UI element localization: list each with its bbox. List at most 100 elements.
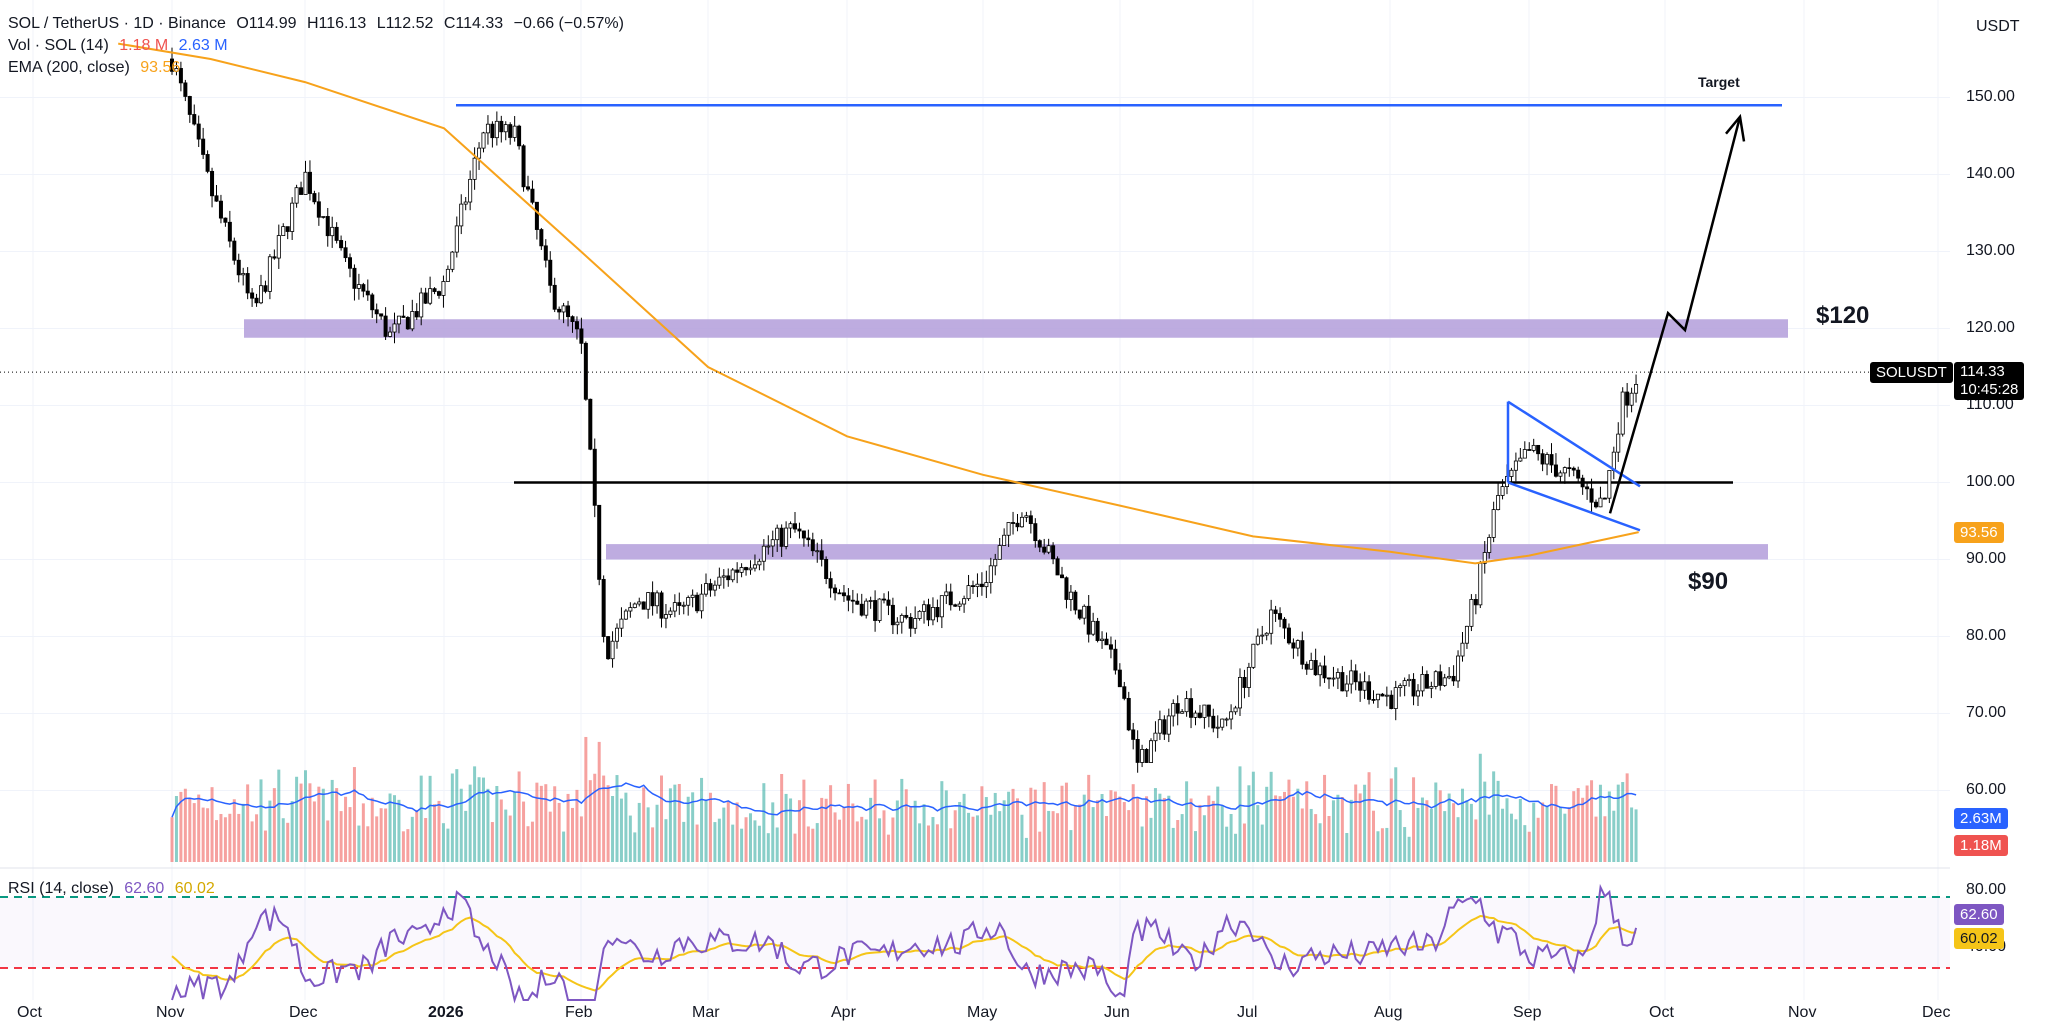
candle-body — [944, 591, 949, 597]
volume-bar — [806, 826, 810, 862]
time-label: Apr — [831, 1004, 856, 1021]
candle-body — [1073, 591, 1078, 611]
candle-body — [1491, 509, 1496, 538]
candle-body — [303, 171, 308, 195]
candle-body — [908, 616, 913, 629]
candle-body — [1416, 690, 1421, 697]
volume-bar — [1616, 784, 1620, 862]
volume-bar — [1550, 784, 1553, 862]
candle-body — [726, 575, 731, 581]
volume-bar — [268, 800, 272, 862]
candle-body — [481, 132, 486, 149]
volume-bar — [940, 781, 944, 862]
projection-arrow — [1608, 116, 1742, 514]
candle-body — [1482, 552, 1487, 564]
volume-bar — [1625, 773, 1629, 862]
volume-bar — [815, 823, 819, 862]
last-price-tag: 114.33 10:45:28 — [1954, 362, 2025, 400]
candle-body — [930, 607, 935, 621]
candle-body — [1318, 665, 1323, 676]
candle-body — [1224, 718, 1229, 721]
volume-bar — [1327, 816, 1331, 862]
volume-bar — [361, 803, 365, 862]
candle-body — [1108, 644, 1113, 650]
volume-bar — [1220, 804, 1224, 862]
volume-bar — [1300, 808, 1304, 862]
support-zone-90 — [606, 544, 1768, 560]
volume-bar — [1002, 800, 1006, 862]
time-label: Mar — [692, 1004, 720, 1021]
time-label: Feb — [565, 1004, 593, 1021]
candle-body — [428, 288, 433, 304]
candle-body — [1135, 739, 1140, 763]
candle-body — [588, 398, 593, 450]
candle-body — [1424, 673, 1429, 689]
projection-arrowhead — [1725, 113, 1746, 142]
volume-bar — [1269, 771, 1273, 862]
candle-body — [637, 601, 642, 605]
volume-bar — [1087, 774, 1091, 862]
volume-bar — [904, 789, 908, 862]
volume-bar — [1136, 797, 1140, 862]
price-tick: 140.00 — [1966, 164, 2015, 182]
volume-bar — [731, 824, 735, 862]
candle-body — [1478, 562, 1483, 606]
candle-body — [352, 267, 357, 289]
candle-body — [312, 193, 317, 203]
candle-body — [1380, 693, 1385, 697]
volume-bar — [1558, 807, 1562, 862]
volume-bar — [1443, 811, 1447, 862]
volume-bar — [237, 813, 241, 862]
volume-bar — [1158, 793, 1162, 862]
volume-bar — [571, 807, 574, 862]
candle-body — [1625, 391, 1630, 406]
volume-bar — [192, 803, 196, 862]
candle-body — [1344, 683, 1349, 692]
volume-bar — [1496, 780, 1500, 862]
lower-zone-label: $90 — [1688, 568, 1729, 595]
candle-body — [1304, 663, 1309, 670]
volume-bar — [597, 741, 601, 862]
volume-bar — [384, 808, 388, 862]
candle-body — [1086, 605, 1091, 635]
candle-body — [806, 537, 811, 541]
currency-label[interactable]: USDT — [1976, 18, 2020, 35]
candle-body — [926, 604, 931, 621]
volume-bar — [295, 776, 299, 862]
volume-bar — [1501, 808, 1505, 862]
ema-label: EMA (200, close) — [8, 59, 130, 76]
candle-body — [281, 226, 286, 236]
candle-body — [770, 539, 775, 547]
volume-bar — [1452, 803, 1456, 862]
rsi-ma-value: 60.02 — [174, 880, 215, 897]
price-tick: 70.00 — [1966, 703, 2007, 721]
volume-bar — [895, 800, 899, 862]
price-tick: 80.00 — [1966, 626, 2007, 644]
target-label: Target — [1698, 74, 1740, 90]
volume-bar — [170, 817, 174, 862]
volume-legend: Vol · SOL (14) 1.18 M 2.63 M — [8, 36, 234, 56]
candle-body — [1260, 634, 1265, 637]
candle-body — [735, 569, 740, 573]
price-tick: 120.00 — [1966, 318, 2015, 336]
volume-bar — [891, 817, 895, 862]
time-label: Dec — [1922, 1004, 1951, 1021]
candle-body — [801, 530, 806, 539]
candle-body — [979, 583, 984, 588]
candle-body — [752, 564, 757, 569]
volume-bar — [1216, 786, 1220, 862]
candle-body — [1634, 384, 1639, 394]
volume-bar — [1385, 827, 1389, 862]
volume-bar — [526, 826, 530, 862]
volume-bar — [1398, 810, 1402, 862]
volume-bar — [290, 801, 294, 862]
volume-bar — [713, 822, 717, 862]
volume-bar — [504, 809, 508, 862]
volume-bar — [1545, 806, 1549, 862]
volume-bar — [1131, 784, 1135, 862]
candle-body — [410, 311, 415, 330]
volume-bar — [1394, 767, 1398, 862]
volume-bar — [1162, 797, 1166, 862]
candle-body — [1327, 677, 1332, 680]
